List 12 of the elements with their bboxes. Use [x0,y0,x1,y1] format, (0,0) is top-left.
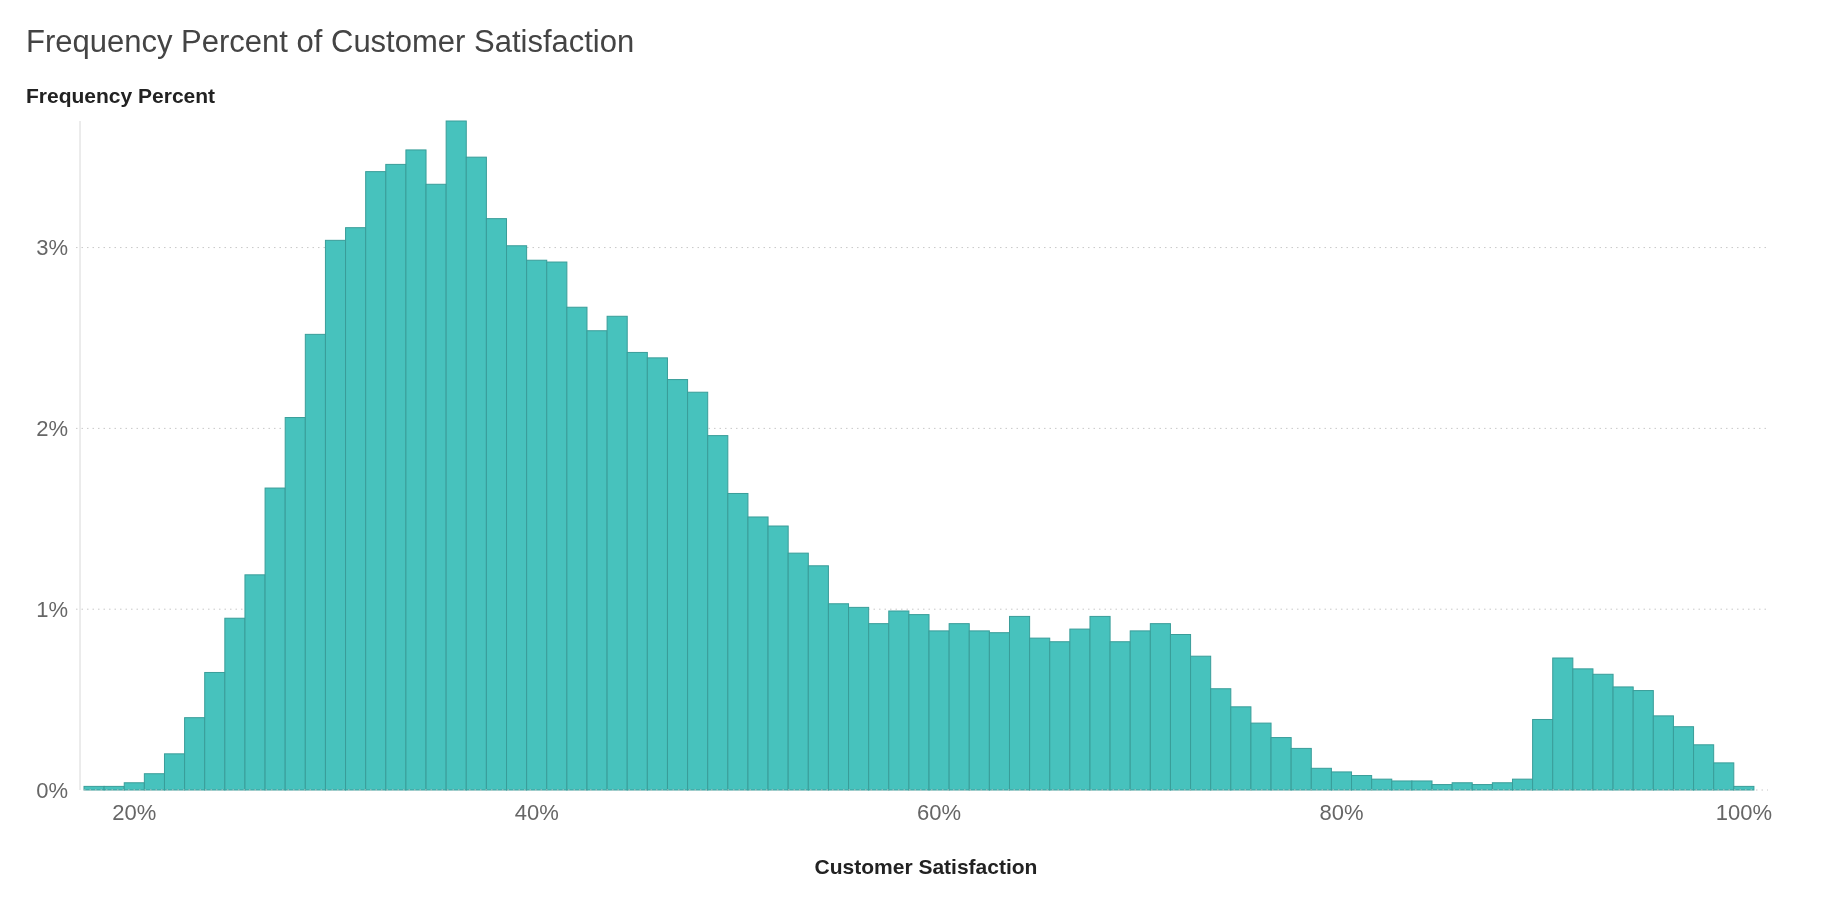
x-tick-label: 60% [917,800,962,825]
x-tick-label: 40% [514,800,559,825]
x-axis-title: Customer Satisfaction [814,855,1038,878]
y-tick-label: 2% [36,416,68,442]
y-tick-label: 0% [36,777,68,803]
chart-title: Frequency Percent of Customer Satisfaction [26,24,635,59]
y-tick-label: 1% [36,596,68,622]
x-tick-label: 80% [1319,800,1364,825]
x-tick-label: 100% [1715,800,1772,825]
y-tick-label: 3% [36,235,68,261]
y-axis-title: Frequency Percent [26,84,216,107]
x-tick-label: 20% [112,800,157,825]
